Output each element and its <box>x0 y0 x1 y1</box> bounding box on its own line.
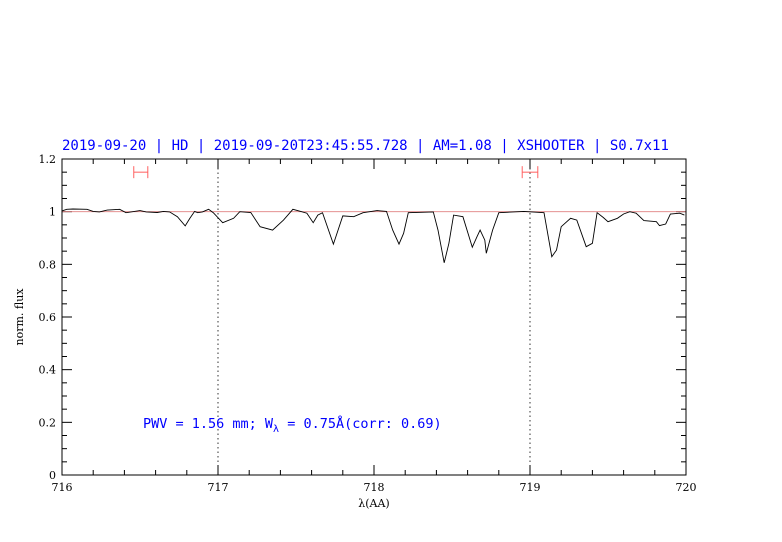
pwv-annotation: PWV = 1.56 mm; Wλ = 0.75Å(corr: 0.69) <box>143 415 442 435</box>
plot-frame <box>61 158 687 476</box>
y-tick-label: 0.8 <box>39 258 57 271</box>
x-axis-label: λ(AA) <box>358 497 389 510</box>
x-tick-label: 718 <box>364 481 385 494</box>
x-tick-label: 717 <box>208 481 229 494</box>
y-tick-label: 0.2 <box>39 416 57 429</box>
y-tick-label: 0.6 <box>39 311 57 324</box>
y-tick-label: 0.4 <box>39 364 57 377</box>
x-tick-label: 716 <box>52 481 73 494</box>
x-tick-label: 720 <box>676 481 697 494</box>
x-tick-label: 719 <box>520 481 541 494</box>
y-tick-label: 1 <box>49 206 56 219</box>
chart-title: 2019-09-20 | HD | 2019-09-20T23:45:55.72… <box>62 138 669 154</box>
y-tick-label: 1.2 <box>39 153 57 166</box>
spectrum-line <box>61 208 685 263</box>
y-tick-label: 0 <box>49 469 56 482</box>
y-axis-label: norm. flux <box>13 288 26 346</box>
